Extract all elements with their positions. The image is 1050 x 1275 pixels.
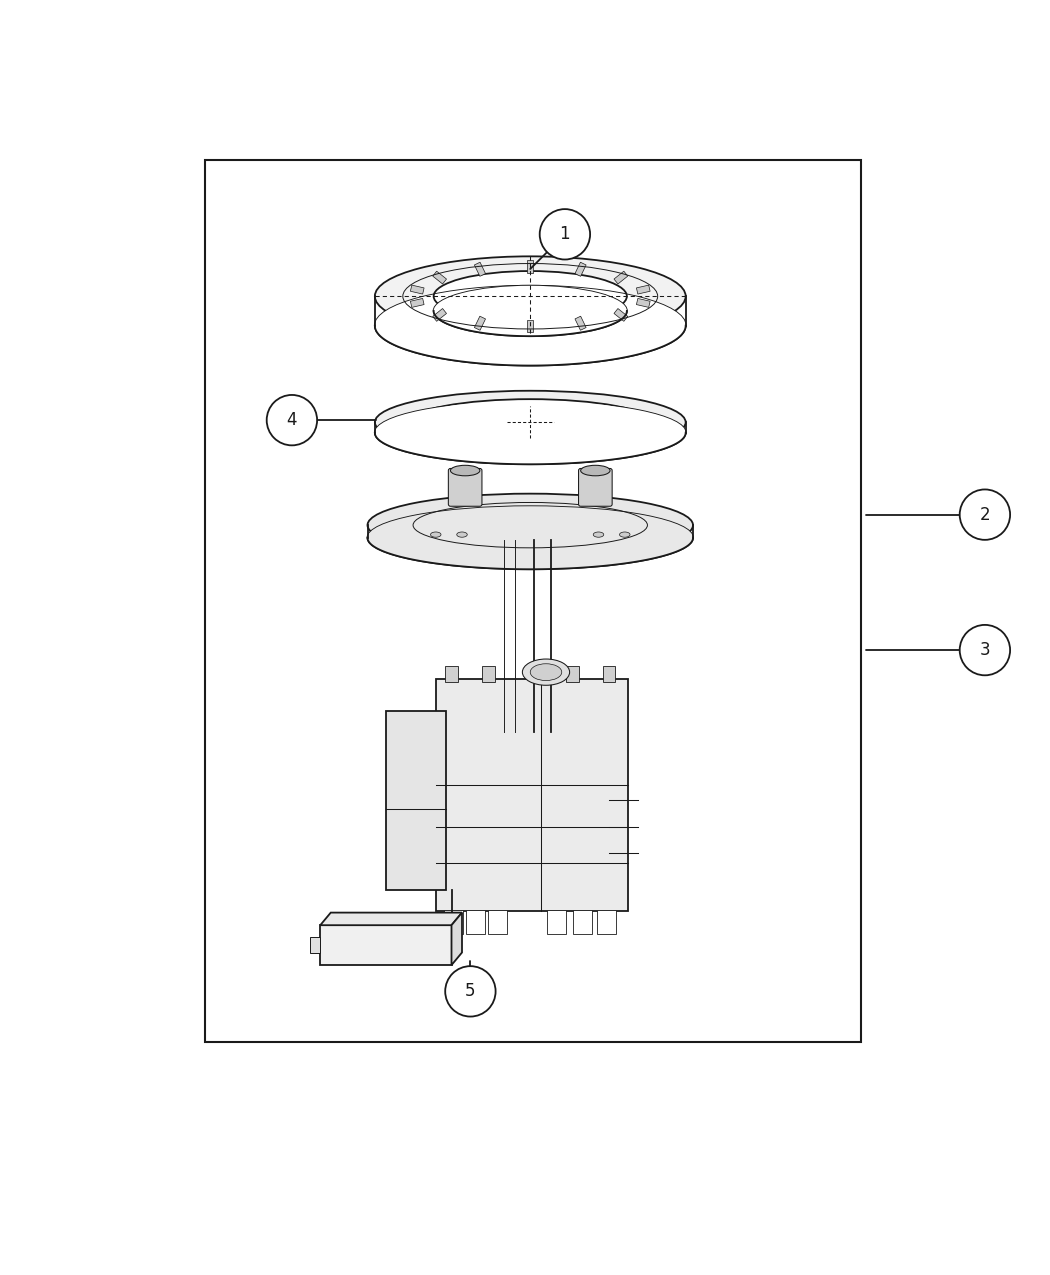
Bar: [636, 298, 650, 307]
Ellipse shape: [368, 493, 693, 557]
Bar: [527, 320, 533, 333]
Ellipse shape: [375, 256, 686, 337]
Bar: [411, 286, 424, 295]
Bar: [575, 263, 586, 277]
Bar: [614, 272, 628, 284]
Ellipse shape: [434, 272, 627, 321]
Circle shape: [540, 209, 590, 260]
Bar: [433, 272, 446, 284]
Ellipse shape: [593, 532, 604, 537]
Ellipse shape: [375, 390, 686, 454]
Bar: [488, 910, 507, 933]
Ellipse shape: [530, 664, 562, 681]
FancyBboxPatch shape: [448, 468, 482, 506]
Circle shape: [960, 625, 1010, 676]
Bar: [475, 263, 485, 277]
Bar: [466, 910, 485, 933]
Bar: [527, 260, 533, 273]
Ellipse shape: [375, 286, 686, 366]
Bar: [205, 159, 861, 1042]
Ellipse shape: [457, 532, 467, 537]
Ellipse shape: [368, 506, 693, 569]
Bar: [636, 286, 650, 295]
Bar: [475, 316, 485, 330]
Bar: [482, 666, 495, 682]
Text: 1: 1: [560, 226, 570, 244]
FancyBboxPatch shape: [320, 926, 452, 965]
Bar: [436, 680, 628, 910]
FancyBboxPatch shape: [579, 468, 612, 506]
Ellipse shape: [620, 532, 630, 537]
Bar: [310, 937, 320, 954]
Text: 3: 3: [980, 641, 990, 659]
Bar: [547, 910, 566, 933]
Bar: [411, 298, 424, 307]
Bar: [603, 666, 615, 682]
Ellipse shape: [450, 465, 480, 476]
Bar: [433, 309, 446, 321]
Circle shape: [445, 966, 496, 1016]
Text: 2: 2: [980, 506, 990, 524]
Text: 4: 4: [287, 411, 297, 430]
Bar: [445, 666, 458, 682]
Bar: [444, 910, 463, 933]
Circle shape: [960, 490, 1010, 539]
Ellipse shape: [375, 402, 686, 464]
Polygon shape: [320, 913, 462, 926]
FancyBboxPatch shape: [386, 711, 446, 890]
Ellipse shape: [410, 399, 651, 445]
Ellipse shape: [581, 465, 610, 476]
Bar: [575, 316, 586, 330]
Ellipse shape: [523, 659, 569, 685]
Text: 5: 5: [465, 982, 476, 1001]
Ellipse shape: [434, 286, 627, 337]
Circle shape: [267, 395, 317, 445]
Bar: [573, 910, 592, 933]
Bar: [614, 309, 628, 321]
Polygon shape: [452, 913, 462, 965]
Bar: [566, 666, 579, 682]
Bar: [597, 910, 616, 933]
Ellipse shape: [430, 532, 441, 537]
